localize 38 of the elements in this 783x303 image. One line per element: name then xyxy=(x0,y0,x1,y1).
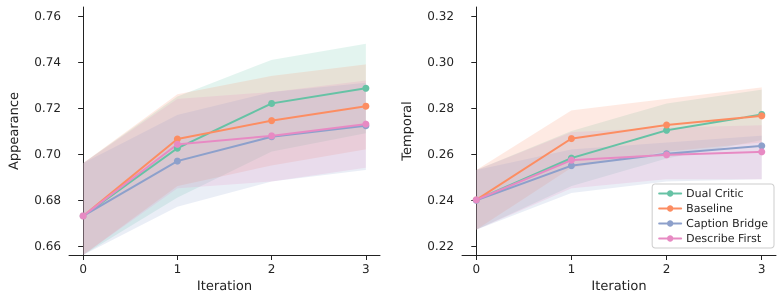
y-tick-label: 0.74 xyxy=(34,55,61,70)
y-tick-label: 0.32 xyxy=(427,9,454,24)
x-tick-label: 2 xyxy=(268,262,276,276)
legend-label: Describe First xyxy=(686,232,762,245)
legend-label: Baseline xyxy=(686,202,734,215)
x-tick-label: 2 xyxy=(662,262,670,276)
x-tick-label: 0 xyxy=(472,262,480,276)
legend-label: Dual Critic xyxy=(686,187,744,200)
x-tick-label: 0 xyxy=(79,262,87,276)
point xyxy=(268,117,276,124)
point xyxy=(663,122,670,129)
point xyxy=(568,135,575,142)
point xyxy=(268,100,276,107)
y-tick-label: 0.28 xyxy=(427,101,454,116)
point xyxy=(174,140,181,148)
x-tick-label: 1 xyxy=(568,262,576,276)
y-tick-label: 0.76 xyxy=(34,9,61,24)
y-axis-title: Temporal xyxy=(400,101,415,162)
x-tick-label: 3 xyxy=(362,262,370,276)
y-tick-label: 0.66 xyxy=(34,238,61,253)
legend-label: Caption Bridge xyxy=(686,217,768,230)
y-tick-label: 0.24 xyxy=(427,192,454,207)
point xyxy=(362,102,370,110)
y-tick-label: 0.22 xyxy=(427,238,454,253)
point xyxy=(758,148,766,156)
point xyxy=(362,84,370,92)
x-tick-label: 1 xyxy=(174,262,182,276)
y-tick-label: 0.72 xyxy=(34,101,61,116)
point xyxy=(174,158,181,165)
y-tick-label: 0.30 xyxy=(427,55,454,70)
point xyxy=(758,142,766,150)
y-axis-title: Appearance xyxy=(7,92,22,170)
x-axis-title: Iteration xyxy=(196,278,252,294)
x-tick-label: 3 xyxy=(758,262,766,276)
y-tick-label: 0.26 xyxy=(427,146,454,161)
x-axis-title: Iteration xyxy=(591,278,647,294)
y-tick-label: 0.70 xyxy=(34,146,61,161)
y-tick-label: 0.68 xyxy=(34,192,61,207)
